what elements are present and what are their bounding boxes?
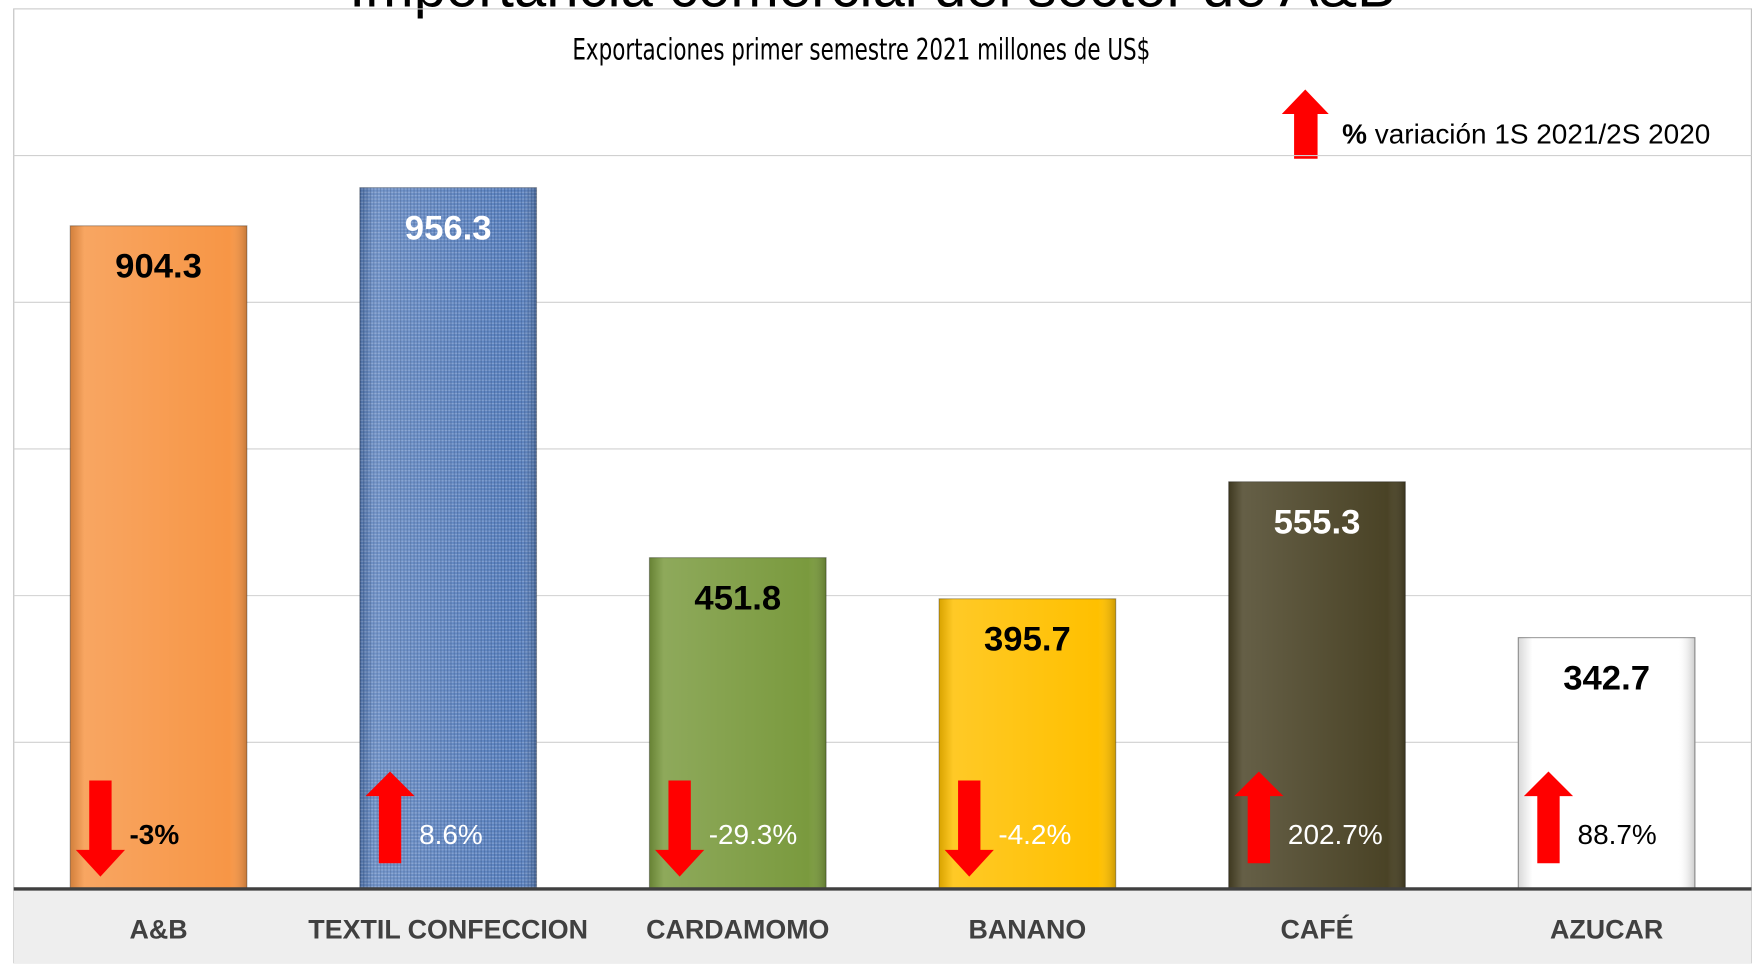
x-tick-label: CAFÉ [1280, 914, 1353, 945]
change-label: 202.7% [1288, 819, 1383, 850]
legend-text: variación 1S 2021/2S 2020 [1375, 119, 1711, 150]
legend-note: % variación 1S 2021/2S 2020 [1342, 119, 1710, 150]
x-tick-label: A&B [129, 915, 187, 945]
change-arrow [1523, 771, 1574, 864]
value-label: 395.7 [984, 620, 1071, 658]
change-arrow [655, 780, 705, 877]
legend-arrow [1281, 89, 1329, 159]
category-band [13, 890, 1752, 964]
value-label: 956.3 [405, 209, 492, 247]
change-arrow [1234, 771, 1284, 864]
x-tick-label: BANANO [969, 915, 1087, 945]
value-label: 451.8 [694, 579, 781, 617]
chart-title: Importancia comercial del sector de A&B [349, 0, 1396, 19]
change-label: -29.3% [709, 819, 798, 850]
bar-shade [359, 187, 537, 889]
change-label: 8.6% [419, 819, 483, 850]
bar-shade [70, 225, 247, 889]
change-arrow [75, 780, 126, 877]
value-label: 904.3 [115, 247, 202, 285]
value-label: 555.3 [1274, 503, 1361, 541]
value-label: 342.7 [1563, 659, 1650, 697]
change-label: -3% [129, 819, 179, 850]
chart-subtitle: Exportaciones primer semestre 2021 millo… [572, 33, 1150, 67]
change-label: -4.2% [998, 819, 1071, 850]
x-tick-label: AZUCAR [1550, 915, 1663, 945]
legend-symbol: % [1342, 119, 1367, 150]
change-label: 88.7% [1578, 819, 1657, 850]
x-tick-label: TEXTIL CONFECCION [308, 915, 588, 945]
change-arrow [365, 771, 415, 864]
x-tick-label: CARDAMOMO [646, 915, 829, 945]
change-arrow [944, 780, 994, 877]
plot-frame [13, 8, 1752, 964]
